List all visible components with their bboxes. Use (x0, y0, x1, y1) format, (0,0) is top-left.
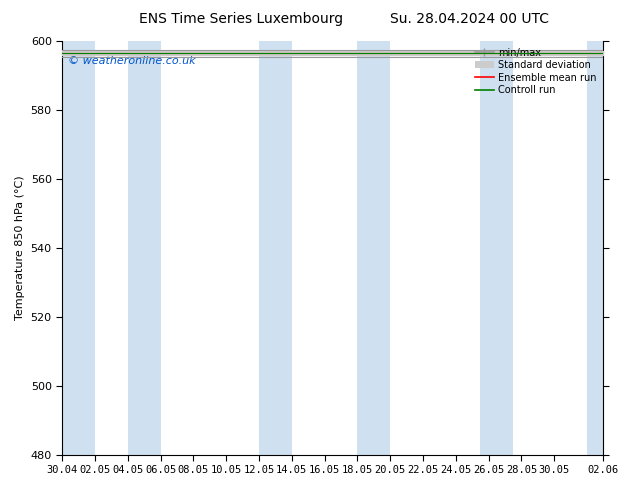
Text: Su. 28.04.2024 00 UTC: Su. 28.04.2024 00 UTC (390, 12, 548, 26)
Bar (587, 41, 620, 455)
Bar (358, 41, 390, 455)
Bar (62, 41, 95, 455)
Bar (128, 41, 160, 455)
Text: ENS Time Series Luxembourg: ENS Time Series Luxembourg (139, 12, 343, 26)
Legend: min/max, Standard deviation, Ensemble mean run, Controll run: min/max, Standard deviation, Ensemble me… (473, 46, 598, 97)
Text: © weatheronline.co.uk: © weatheronline.co.uk (68, 55, 195, 66)
Bar (481, 41, 513, 455)
Y-axis label: Temperature 850 hPa (°C): Temperature 850 hPa (°C) (15, 175, 25, 320)
Bar (259, 41, 292, 455)
